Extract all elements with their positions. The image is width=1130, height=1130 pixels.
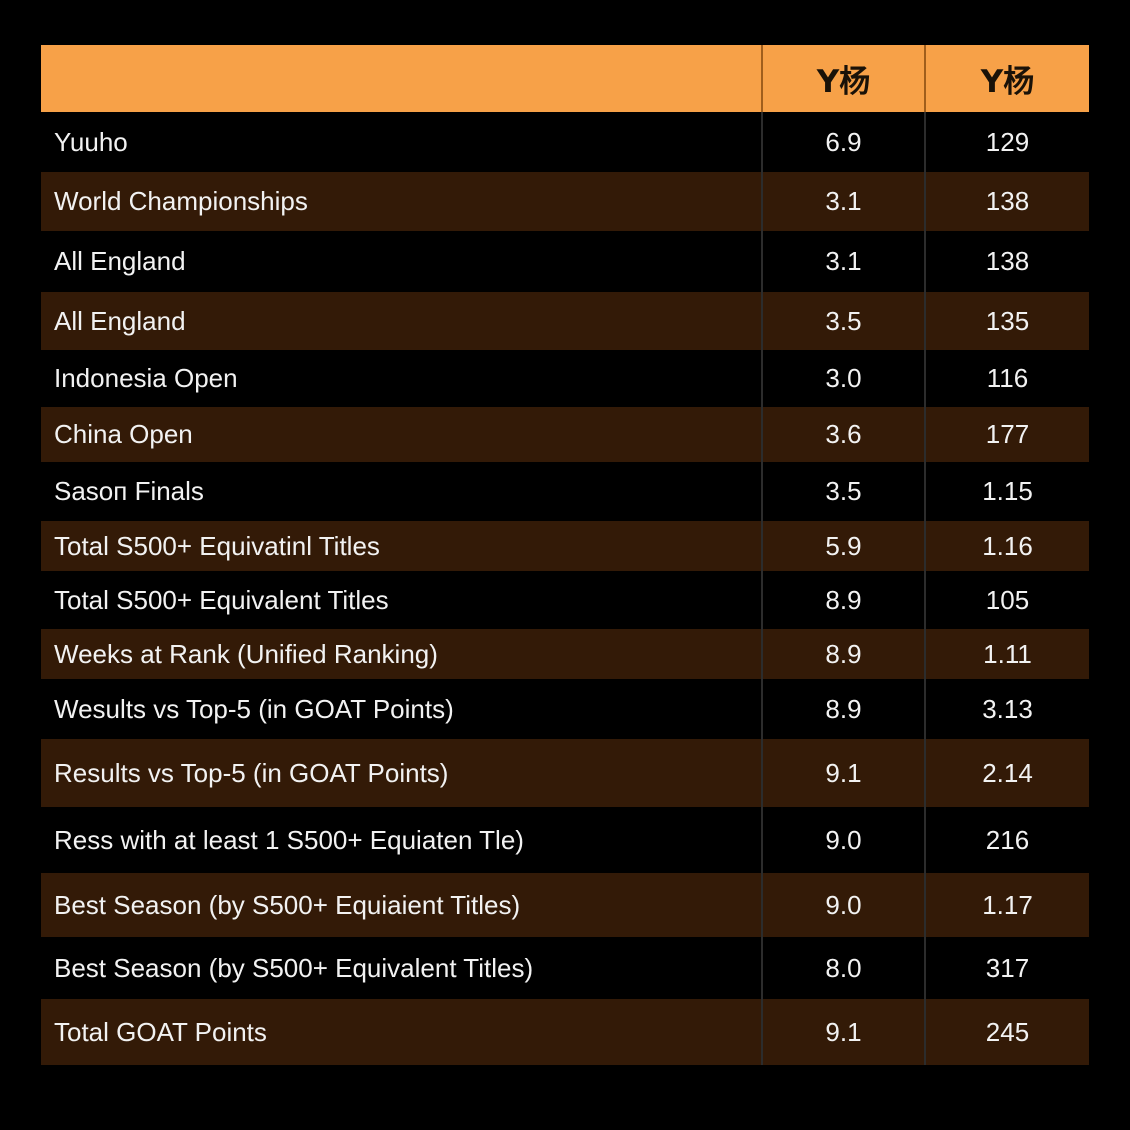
row-label-cell: Indonesia Open [54, 363, 238, 393]
table-row: Best Season (by S500+ Equiaient Titles) 9… [41, 873, 1089, 937]
value-cell-col-b: 317 [924, 937, 1089, 999]
value-cell-col-b: 138 [924, 231, 1089, 292]
row-label-cell: China Open [54, 419, 193, 449]
row-label-cell: Total GOAT Points [54, 1016, 267, 1047]
value-cell-col-a: 3.1 [761, 172, 925, 231]
header-cell-col-b: Y杨 [924, 45, 1089, 112]
value-cell-col-b: 116 [924, 350, 1089, 407]
value-cell-col-a: 3.5 [761, 462, 925, 521]
value-cell-col-b: 1.11 [924, 629, 1089, 679]
value-cell-col-a: 3.0 [761, 350, 925, 407]
row-label-cell: World Championships [54, 186, 308, 216]
data-table-container: Y杨 Y杨 Yuuho 6.9 129 World Championships 3.1 1… [41, 45, 1089, 1065]
table-row: All England 3.5 135 [41, 292, 1089, 350]
value-cell-col-b: 1.16 [924, 521, 1089, 571]
table-row: Ress with at least 1 S500+ Equiaten Tle)… [41, 807, 1089, 873]
value-cell-col-a: 9.0 [761, 873, 925, 937]
row-label-cell: Weeks at Rank (Unified Ranking) [54, 638, 438, 669]
value-cell-col-a: 9.1 [761, 999, 925, 1065]
value-cell-col-b: 177 [924, 407, 1089, 462]
table-row: World Championships 3.1 138 [41, 172, 1089, 231]
value-cell-col-b: 1.17 [924, 873, 1089, 937]
table-row: Sasoп Finals 3.5 1.15 [41, 462, 1089, 521]
table-row: Total S500+ Equivalent Titles 8.9 105 [41, 571, 1089, 629]
table-row: Total S500+ Equivatinl Titles 5.9 1.16 [41, 521, 1089, 571]
row-label-cell: Best Season (by S500+ Equiaient Titles) [54, 889, 521, 920]
header-cell-col-a: Y杨 [761, 45, 925, 112]
table-row: All England 3.1 138 [41, 231, 1089, 292]
table-row: Best Season (by S500+ Equivalent Titles)… [41, 937, 1089, 999]
row-label-cell: Wesults vs Top-5 (in GOAT Points) [54, 693, 454, 724]
value-cell-col-b: 3.13 [924, 679, 1089, 739]
value-cell-col-b: 216 [924, 807, 1089, 873]
row-label-cell: Yuuho [54, 126, 128, 157]
header-cell-label [41, 45, 762, 112]
row-label-cell: All England [54, 305, 186, 336]
row-label-cell: Ress with at least 1 S500+ Equiaten Tle) [54, 824, 524, 855]
table-row: Weeks at Rank (Unified Ranking) 8.9 1.11 [41, 629, 1089, 679]
value-cell-col-b: 245 [924, 999, 1089, 1065]
value-cell-col-b: 135 [924, 292, 1089, 350]
value-cell-col-a: 6.9 [761, 112, 925, 172]
value-cell-col-a: 8.0 [761, 937, 925, 999]
header-row: Y杨 Y杨 [41, 45, 1089, 112]
table-row: Yuuho 6.9 129 [41, 112, 1089, 172]
value-cell-col-a: 3.6 [761, 407, 925, 462]
value-cell-col-a: 3.1 [761, 231, 925, 292]
value-cell-col-a: 9.0 [761, 807, 925, 873]
value-cell-col-a: 5.9 [761, 521, 925, 571]
table-row: Results vs Top-5 (in GOAT Points) 9.1 2.14 [41, 739, 1089, 807]
table-row: Total GOAT Points 9.1 245 [41, 999, 1089, 1065]
table-row: Indonesia Open 3.0 116 [41, 350, 1089, 407]
row-label-cell: Best Season (by S500+ Equivalent Titles) [54, 952, 534, 983]
row-label-cell: Sasoп Finals [54, 476, 204, 506]
value-cell-col-b: 138 [924, 172, 1089, 231]
value-cell-col-a: 8.9 [761, 571, 925, 629]
table-row: China Open 3.6 177 [41, 407, 1089, 462]
value-cell-col-b: 129 [924, 112, 1089, 172]
table-row: Wesults vs Top-5 (in GOAT Points) 8.9 3.13 [41, 679, 1089, 739]
row-label-cell: Total S500+ Equivalent Titles [54, 584, 389, 615]
table-header: Y杨 Y杨 [41, 45, 1089, 112]
value-cell-col-a: 8.9 [761, 679, 925, 739]
value-cell-col-b: 1.15 [924, 462, 1089, 521]
row-label-cell: All England [54, 246, 186, 276]
data-table: Y杨 Y杨 Yuuho 6.9 129 World Championships 3.1 1… [41, 45, 1089, 1065]
table-body: Yuuho 6.9 129 World Championships 3.1 138 All … [41, 112, 1089, 1065]
value-cell-col-a: 3.5 [761, 292, 925, 350]
value-cell-col-a: 9.1 [761, 739, 925, 807]
row-label-cell: Results vs Top-5 (in GOAT Points) [54, 757, 449, 788]
row-label-cell: Total S500+ Equivatinl Titles [54, 530, 380, 561]
value-cell-col-b: 105 [924, 571, 1089, 629]
value-cell-col-b: 2.14 [924, 739, 1089, 807]
value-cell-col-a: 8.9 [761, 629, 925, 679]
